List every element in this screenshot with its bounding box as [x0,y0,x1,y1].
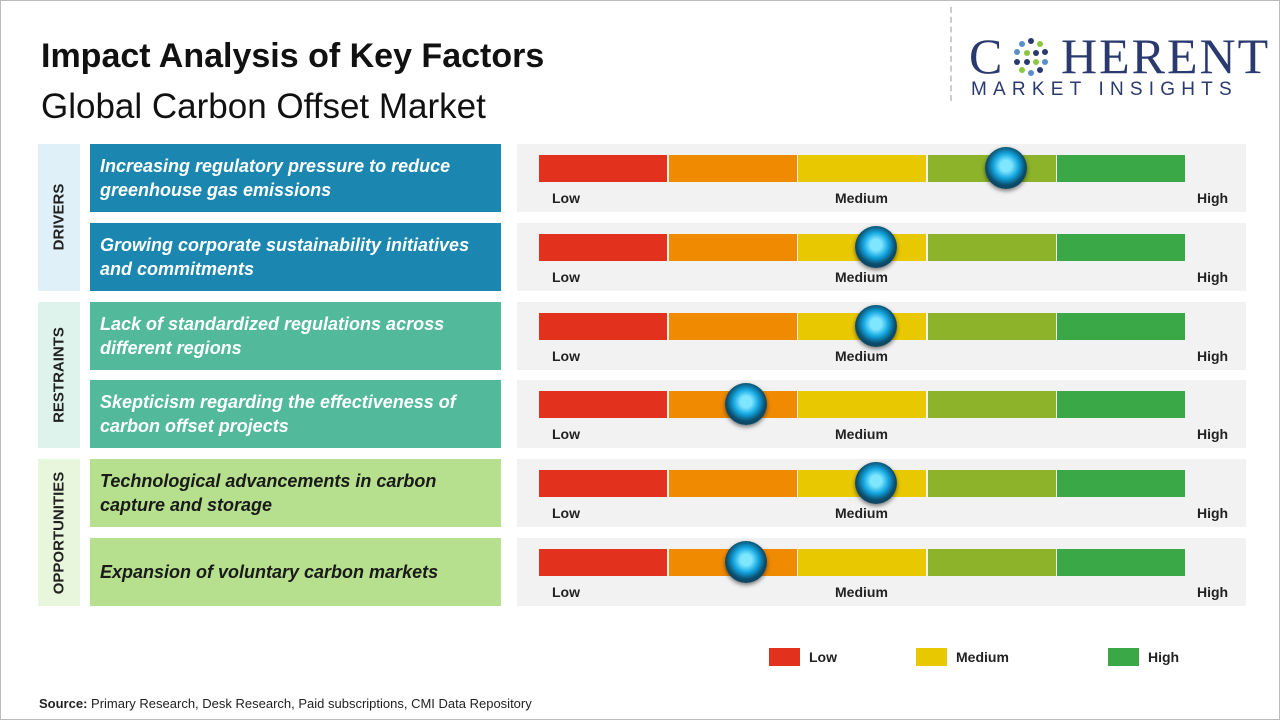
scale-segment [1057,155,1186,182]
divider [950,7,952,101]
scale-label: High [1197,426,1229,443]
scale-segment [1057,391,1186,419]
scale-segment [539,391,668,419]
scale-label: Medium [835,584,888,600]
scale-segment [539,312,668,340]
legend-swatch [1108,648,1139,666]
impact-scale: Low Medium High [517,222,1246,291]
logo-text: HERENT [1061,28,1271,84]
subtitle: Global Carbon Offset Market [41,87,486,126]
source-text: Primary Research, Desk Research, Paid su… [91,696,532,711]
scale-label: High [1197,505,1229,522]
impact-scale: Low Medium High [517,538,1246,606]
scale-label: High [1197,347,1229,364]
legend-label: High [1148,649,1180,665]
scale-segment [539,155,668,182]
scale-label: Medium [835,426,888,443]
group-box: OPPORTUNITIES [38,459,80,606]
scale-segment [798,391,927,419]
scale-label: High [1197,190,1229,206]
legend-swatch [916,648,947,666]
scale-label: Medium [835,505,888,522]
factor-text: Technological advancements in carbon cap… [90,459,501,528]
scale-segment [1057,312,1186,340]
scale-segment [798,549,927,576]
impact-marker [984,147,1027,189]
scale-segment [668,233,797,261]
legend-label: Medium [956,649,1009,665]
legend-label: Low [809,649,837,665]
factor-text: Skepticism regarding the effectiveness o… [90,380,501,449]
scale-segment [539,470,668,498]
impact-scale: Low Medium High [517,301,1246,370]
source: Source: Primary Research, Desk Research,… [39,696,532,711]
group-box: DRIVERS [38,144,80,291]
scale-segment [798,155,927,182]
scale-label: High [1197,268,1229,285]
scale-label: Low [552,347,580,364]
impact-marker [854,225,897,268]
factor-text: Growing corporate sustainability initiat… [90,222,501,291]
scale-segment [927,233,1056,261]
scale-label: Low [552,426,580,443]
scale-segment [539,233,668,261]
impact-marker [854,304,897,347]
scale-segment [1057,233,1186,261]
scale-segment [668,470,797,498]
scale-segment [927,312,1056,340]
logo-globe [1014,38,1048,76]
scale-segment [668,155,797,182]
factor-text: Increasing regulatory pressure to reduce… [90,144,501,212]
legend-swatch [769,648,800,666]
logo-tagline: MARKET INSIGHTS [971,79,1238,100]
scale-label: Low [552,584,580,600]
scale-segment [927,470,1056,498]
scale-label: Medium [835,268,888,285]
scale-segment [539,549,668,576]
scale-segment [668,312,797,340]
group-label: OPPORTUNITIES [50,471,68,594]
scale-label: Medium [835,190,888,206]
logo-text: C [969,28,1005,84]
scale-label: Low [552,268,580,285]
impact-marker [725,541,768,583]
impact-scale: Low Medium High [517,144,1246,212]
group-box: RESTRAINTS [38,301,80,449]
impact-marker [854,462,897,505]
group-label: DRIVERS [50,184,68,251]
impact-scale: Low Medium High [517,459,1246,528]
scale-label: Low [552,190,580,206]
impact-marker [725,383,768,426]
scale-label: High [1197,584,1229,600]
scale-segment [1057,549,1186,576]
title: Impact Analysis of Key Factors [41,37,545,75]
factor-text: Expansion of voluntary carbon markets [90,538,501,606]
factor-text: Lack of standardized regulations across … [90,301,501,370]
scale-label: Medium [835,347,888,364]
impact-scale: Low Medium High [517,380,1246,449]
scale-segment [927,549,1056,576]
scale-label: Low [552,505,580,522]
scale-segment [1057,470,1186,498]
source-label: Source: [39,696,88,711]
scale-segment [927,391,1056,419]
group-label: RESTRAINTS [50,327,68,423]
